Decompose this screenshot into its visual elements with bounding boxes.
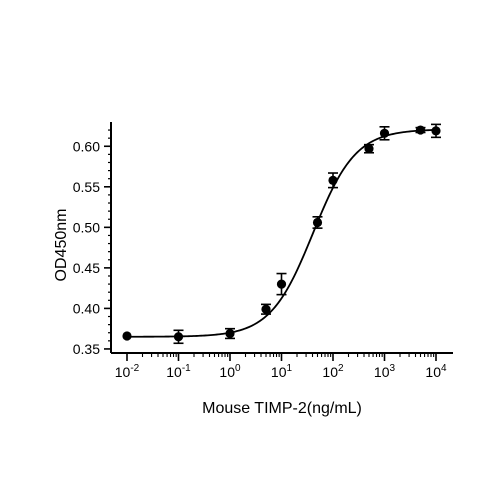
x-axis-title: Mouse TIMP-2(ng/mL) [202, 400, 362, 417]
data-point [328, 175, 338, 185]
y-tick-label: 0.40 [73, 300, 100, 316]
y-axis-ticks: 0.35 0.40 0.45 0.50 0.55 0.60 [73, 129, 111, 357]
x-tick-base: 10 [115, 364, 131, 380]
x-axis-ticks: 10-2 10-1 100 101 102 103 104 [115, 353, 447, 380]
data-point [431, 126, 441, 136]
x-tick-exponent: 0 [235, 363, 241, 374]
x-tick-exponent: 3 [390, 363, 396, 374]
x-tick-base: 10 [166, 364, 182, 380]
data-point [415, 125, 426, 135]
fit-curve [127, 128, 437, 338]
y-axis-title: OD450nm [53, 209, 70, 282]
data-point [225, 328, 235, 339]
x-tick-label: 103 [374, 363, 396, 380]
x-tick-base: 10 [219, 364, 235, 380]
x-tick-exponent: 4 [441, 363, 447, 374]
x-tick-exponent: 1 [287, 363, 293, 374]
y-tick-label: 0.45 [73, 260, 100, 276]
data-point [379, 128, 390, 138]
data-point [261, 304, 271, 314]
y-tick-label: 0.35 [73, 341, 100, 357]
x-tick-exponent: 2 [338, 363, 344, 374]
axes [110, 122, 453, 354]
x-tick-exponent: -1 [182, 363, 191, 374]
x-tick-base: 10 [271, 364, 287, 380]
x-tick-label: 104 [425, 363, 447, 380]
x-tick-base: 10 [374, 364, 390, 380]
data-point [173, 332, 184, 342]
x-tick-label: 101 [271, 363, 293, 380]
error-bars [173, 123, 441, 345]
y-tick-label: 0.55 [73, 179, 100, 195]
x-tick-base: 10 [322, 364, 338, 380]
data-point [312, 217, 323, 228]
data-point [364, 144, 374, 154]
x-tick-exponent: -2 [130, 363, 139, 374]
y-tick-label: 0.50 [73, 219, 100, 235]
x-tick-base: 10 [425, 364, 441, 380]
data-points [122, 125, 441, 342]
data-point [122, 331, 132, 341]
x-tick-label: 10-1 [166, 363, 191, 380]
y-tick-label: 0.60 [73, 138, 100, 154]
x-tick-label: 100 [219, 363, 241, 380]
data-point [276, 279, 287, 289]
x-tick-label: 10-2 [115, 363, 140, 380]
x-tick-label: 102 [322, 363, 344, 380]
